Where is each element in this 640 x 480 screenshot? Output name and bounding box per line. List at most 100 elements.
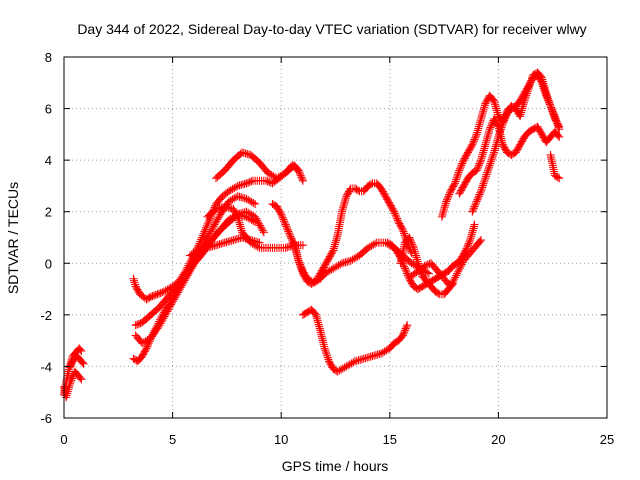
data-point-marker bbox=[498, 121, 507, 130]
data-point-marker bbox=[179, 278, 188, 287]
data-point-marker bbox=[456, 163, 465, 172]
data-point-marker bbox=[454, 265, 463, 274]
data-point-marker bbox=[467, 142, 476, 151]
data-point-marker bbox=[295, 258, 304, 267]
data-point-marker bbox=[486, 157, 495, 166]
data-point-marker bbox=[155, 289, 164, 298]
data-point-marker bbox=[184, 269, 193, 278]
data-point-marker bbox=[399, 329, 408, 338]
data-point-marker bbox=[323, 351, 332, 360]
data-point-marker bbox=[296, 171, 305, 180]
data-point-marker bbox=[349, 358, 358, 367]
data-point-marker bbox=[452, 173, 461, 182]
data-point-marker bbox=[293, 165, 302, 174]
data-point-marker bbox=[397, 224, 406, 233]
data-point-marker bbox=[322, 349, 331, 358]
data-point-marker bbox=[187, 264, 196, 273]
data-point-marker bbox=[320, 269, 329, 278]
y-axis-label: SDTVAR / TECUs bbox=[5, 182, 21, 294]
data-point-marker bbox=[67, 374, 76, 383]
axis-ticks: 0 5 10 15 20 25 -6 -4 -2 0 2 4 6 8 bbox=[40, 50, 614, 447]
data-point-marker bbox=[470, 220, 479, 229]
data-point-marker bbox=[294, 256, 303, 265]
data-point-marker bbox=[180, 276, 189, 285]
data-point-marker bbox=[298, 241, 307, 250]
data-point-marker bbox=[146, 292, 155, 301]
data-point-marker bbox=[187, 250, 196, 259]
data-point-marker bbox=[547, 103, 556, 112]
data-point-marker bbox=[172, 290, 181, 299]
y-tick-label: -6 bbox=[40, 411, 52, 426]
data-point-marker bbox=[453, 269, 462, 278]
data-point-marker bbox=[392, 212, 401, 221]
data-point-marker bbox=[202, 221, 211, 230]
data-point-marker bbox=[186, 266, 195, 275]
data-point-marker bbox=[297, 263, 306, 272]
x-tick-label: 5 bbox=[169, 432, 176, 447]
data-point-marker bbox=[158, 288, 167, 297]
data-point-marker bbox=[242, 179, 251, 188]
data-point-marker bbox=[155, 321, 164, 330]
data-point-marker bbox=[488, 153, 497, 162]
data-point-marker bbox=[225, 197, 234, 206]
data-point-marker bbox=[245, 178, 254, 187]
data-point-marker bbox=[148, 292, 157, 301]
data-point-marker bbox=[452, 271, 461, 280]
data-point-marker bbox=[536, 77, 545, 86]
data-point-marker bbox=[245, 196, 254, 205]
data-point-marker bbox=[323, 353, 332, 362]
data-point-marker bbox=[472, 197, 481, 206]
data-point-marker bbox=[324, 267, 333, 276]
data-point-marker bbox=[163, 285, 172, 294]
data-point-marker bbox=[178, 279, 187, 288]
data-point-marker bbox=[555, 122, 564, 131]
data-point-marker bbox=[401, 266, 410, 275]
data-point-marker bbox=[185, 251, 194, 260]
data-point-marker bbox=[337, 365, 346, 374]
data-point-marker bbox=[154, 322, 163, 331]
data-point-marker bbox=[483, 168, 492, 177]
data-point-marker bbox=[189, 249, 198, 258]
data-point-marker bbox=[177, 281, 186, 290]
data-point-marker bbox=[380, 347, 389, 356]
data-point-marker bbox=[156, 288, 165, 297]
data-point-marker bbox=[446, 282, 455, 291]
data-point-marker bbox=[477, 187, 486, 196]
data-point-marker bbox=[298, 175, 307, 184]
data-point-marker bbox=[286, 232, 295, 241]
data-point-marker bbox=[371, 239, 380, 248]
data-point-marker bbox=[189, 261, 198, 270]
y-tick-label: -2 bbox=[40, 308, 52, 323]
data-point-marker bbox=[377, 349, 386, 358]
data-point-marker bbox=[168, 298, 177, 307]
data-point-marker bbox=[475, 190, 484, 199]
data-point-marker bbox=[67, 376, 76, 385]
data-point-marker bbox=[176, 283, 185, 292]
data-point-marker bbox=[209, 222, 218, 231]
data-point-marker bbox=[198, 231, 207, 240]
y-tick-label: 8 bbox=[45, 50, 52, 65]
x-axis-label: GPS time / hours bbox=[282, 458, 389, 474]
data-series bbox=[60, 68, 564, 402]
data-point-marker bbox=[420, 261, 429, 270]
data-point-marker bbox=[455, 166, 464, 175]
data-point-marker bbox=[258, 226, 267, 235]
data-point-marker bbox=[255, 221, 264, 230]
data-point-marker bbox=[278, 171, 287, 180]
data-point-marker bbox=[274, 173, 283, 182]
data-point-marker bbox=[488, 95, 497, 104]
data-point-marker bbox=[325, 266, 334, 275]
data-point-marker bbox=[348, 255, 357, 264]
data-point-marker bbox=[134, 319, 143, 328]
data-point-marker bbox=[463, 241, 472, 250]
data-point-marker bbox=[266, 178, 275, 187]
data-point-marker bbox=[544, 96, 553, 105]
data-point-marker bbox=[414, 259, 423, 268]
data-point-marker bbox=[296, 260, 305, 269]
data-point-marker bbox=[553, 173, 562, 182]
data-point-marker bbox=[244, 195, 253, 204]
data-point-marker bbox=[447, 280, 456, 289]
data-point-marker bbox=[471, 199, 480, 208]
data-point-marker bbox=[475, 159, 484, 168]
data-point-marker bbox=[338, 364, 347, 373]
